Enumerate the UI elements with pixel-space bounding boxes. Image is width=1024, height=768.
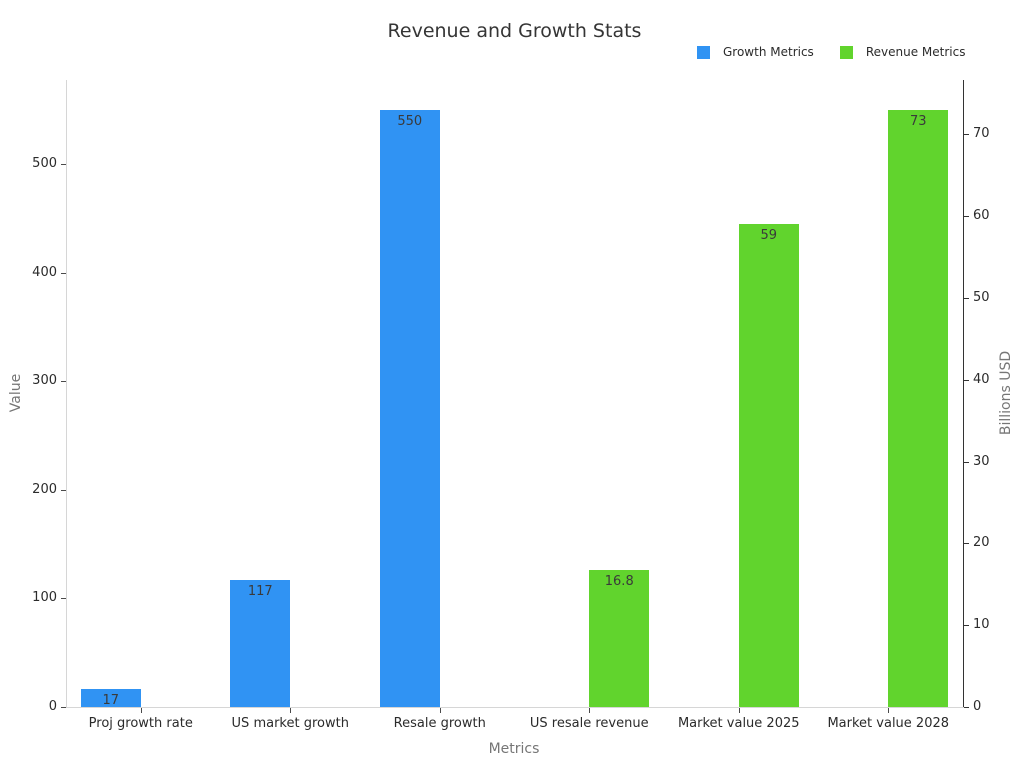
bar-value-label: 550: [397, 113, 423, 129]
x-axis-tick-label: Resale growth: [393, 716, 486, 731]
right-axis-tick-mark: [964, 461, 969, 463]
x-axis-tick-label: Proj growth rate: [88, 716, 193, 731]
bar-value-label: 117: [247, 583, 273, 599]
x-axis-tick-label: Market value 2028: [827, 716, 950, 731]
right-axis-tick-label: 60: [973, 208, 990, 224]
right-axis-tick-mark: [964, 707, 969, 708]
x-axis-tick-label: US market growth: [231, 716, 349, 731]
legend-label-revenue-metrics: Revenue Metrics: [865, 45, 966, 59]
right-axis-tick-mark: [964, 297, 969, 299]
left-axis-tick-mark: [61, 489, 66, 491]
bar-market-value-2028: [888, 109, 949, 707]
bar-value-label: 17: [102, 692, 120, 708]
x-axis-tick-mark: [738, 708, 740, 713]
right-axis-tick-label: 0: [973, 699, 982, 714]
bar-value-label: 73: [909, 113, 927, 129]
left-axis-tick-label: 300: [32, 373, 57, 389]
x-axis-label: Metrics: [488, 741, 540, 757]
right-axis-tick-label: 70: [973, 126, 990, 142]
bar-us-resale-revenue: [589, 569, 650, 707]
bar-proj-growth-rate: [80, 688, 141, 707]
x-axis-tick-mark: [290, 708, 292, 713]
right-axis-tick-label: 20: [973, 535, 990, 551]
bar-us-market-growth: [230, 579, 291, 707]
x-axis-tick-mark: [439, 708, 441, 713]
left-axis-tick-label: 200: [32, 481, 57, 497]
left-axis-tick-label: 100: [32, 590, 57, 606]
left-axis-tick-mark: [61, 707, 66, 708]
legend-item-growth-metrics: Growth Metrics: [697, 45, 814, 60]
right-axis-tick-mark: [964, 625, 969, 627]
left-axis-tick-label: 400: [32, 264, 57, 280]
legend-swatch-growth-metrics-icon: [697, 46, 710, 59]
left-axis-tick-mark: [61, 164, 66, 166]
bar-resale-growth: [379, 109, 440, 707]
right-axis-tick-mark: [964, 216, 969, 218]
right-axis-tick-label: 40: [973, 371, 990, 387]
left-axis-spine: [66, 80, 67, 708]
x-axis-tick-label: Market value 2025: [677, 716, 800, 731]
bottom-axis-spine: [66, 707, 964, 708]
right-axis-tick-mark: [964, 543, 969, 545]
left-axis-tick-label: 500: [32, 156, 57, 172]
right-axis-spine: [963, 80, 964, 708]
x-axis-tick-label: US resale revenue: [529, 716, 649, 731]
bar-value-label: 59: [760, 228, 778, 244]
left-axis-tick-mark: [61, 598, 66, 600]
bar-value-label: 16.8: [604, 573, 634, 589]
legend-swatch-revenue-metrics-icon: [839, 46, 853, 59]
left-axis-tick-mark: [61, 272, 66, 274]
right-axis-tick-label: 50: [973, 289, 990, 305]
x-axis-tick-mark: [888, 708, 890, 713]
chart-title: Revenue and Growth Stats: [387, 20, 642, 42]
right-axis-tick-label: 10: [973, 617, 990, 633]
legend-label-growth-metrics: Growth Metrics: [723, 45, 814, 59]
right-axis-tick-mark: [964, 134, 969, 136]
right-axis-tick-label: 30: [973, 453, 990, 469]
x-axis-tick-mark: [140, 708, 142, 713]
left-axis-tick-label: 0: [48, 699, 57, 714]
bar-market-value-2025: [738, 224, 799, 707]
right-y-axis-label: Billions USD: [998, 350, 1014, 436]
right-axis-tick-mark: [964, 379, 969, 381]
x-axis-tick-mark: [589, 708, 591, 713]
legend-item-revenue-metrics: Revenue Metrics: [839, 45, 966, 60]
left-axis-tick-mark: [61, 381, 66, 383]
chart-legend: Growth Metrics Revenue Metrics: [697, 45, 965, 60]
